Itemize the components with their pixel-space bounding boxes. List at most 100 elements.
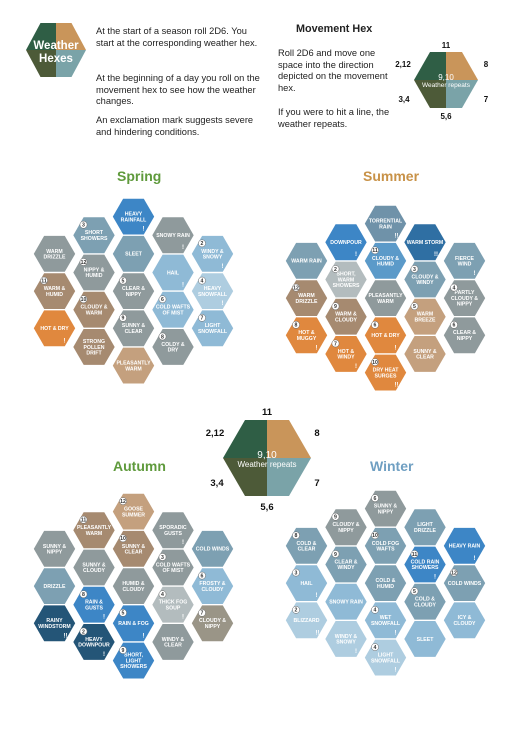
hex-label: RAINY WINDSTORM [38, 618, 70, 630]
hex-autumn-9-shape [112, 568, 155, 604]
hex-winter-11: SNOWY RAIN [325, 583, 367, 620]
hex-winter-9: COLD & HUMID [364, 565, 407, 601]
movement-hex-small-bottom-left [414, 80, 446, 108]
hex-autumn-6: SUNNY & CLOUDY [73, 549, 115, 586]
hex-number-badge [79, 220, 88, 229]
hex-number-badge [198, 571, 206, 580]
hex-autumn-0: GOOSE SUMMER 12 [112, 493, 155, 530]
hex-label: HAIL [300, 581, 313, 587]
hex-severity-mark: ! [355, 252, 357, 258]
hex-number-badge [410, 550, 419, 558]
hex-spring-16: STRONG POLLEN DRIFT [73, 329, 115, 365]
hex-label: SNOWY RAIN [156, 233, 190, 239]
hex-number-badge [158, 590, 167, 599]
hex-label: TORRENTIAL RAIN [369, 219, 403, 231]
hex-spring-3: WARM DRIZZLE [33, 235, 76, 272]
hex-label: WARM DRIZZLE [44, 249, 66, 261]
hex-number: 2 [82, 629, 85, 635]
movement-hex-large-label-bottom: 5,6 [260, 502, 273, 513]
intro-paragraph-day: At the beginning of a day you roll on th… [96, 73, 260, 106]
logo-line2: Hexes [39, 53, 73, 65]
hex-label: LIGHT SNOWFALL [198, 323, 228, 335]
hex-autumn-13-shape [33, 605, 76, 642]
intro-paragraph-start: At the start of a season roll 2D6. You s… [96, 26, 258, 48]
hex-summer-8: WARM DRIZZLE 12 [285, 280, 328, 316]
hex-label: COLD FOG WAFTS [372, 541, 399, 553]
hex-number-badge [371, 643, 379, 651]
hex-number-badge [292, 283, 300, 292]
hex-severity-mark: ! [316, 345, 318, 351]
hex-label: WINDY & SNOWY [335, 634, 358, 646]
hex-label: HOT & WINDY [337, 349, 355, 361]
movement-hex-small-center-number: 9,10 [438, 73, 454, 82]
logo-segment-bottom-left [26, 50, 56, 77]
hex-label: HOT & MUGGY [297, 330, 317, 342]
hex-number: 6 [201, 573, 204, 579]
hex-number: 6 [374, 496, 377, 502]
hex-winter-5-shape [443, 527, 486, 564]
movement-hex-title: Movement Hex [296, 23, 373, 35]
season-title-summer: Summer [363, 168, 420, 184]
hex-label: COLD WAFTS OF MIST [156, 305, 191, 317]
hex-label: WARM DRIZZLE [296, 293, 318, 305]
hex-label: SUNNY & NIPPY [43, 544, 67, 556]
hex-label: SUNNY & CLEAR [122, 323, 146, 335]
hex-spring-10: HEAVY SNOWFALL 4! [191, 273, 234, 309]
hex-label: NIPPY & HUMID [84, 267, 105, 279]
movement-hex-small-label-upper-right: 8 [484, 60, 489, 69]
hex-winter-10: COLD WINDS 12 [443, 565, 486, 601]
hex-autumn-16: HEAVY DOWNPOUR 2! [73, 624, 115, 660]
hex-number: 4 [453, 285, 456, 291]
hex-number: 6 [374, 323, 377, 329]
hex-severity-mark: ! [395, 345, 397, 351]
movement-paragraph-line: If you were to hit a line, the weather r… [278, 107, 390, 129]
hex-label: WARM & HUMID [44, 286, 66, 298]
hex-severity-mark: !! [434, 252, 438, 258]
hex-number: 7 [201, 316, 204, 322]
hex-spring-2: SNOWY RAIN! [152, 217, 194, 254]
hex-winter-13: BLIZZARD 2!! [285, 602, 328, 639]
hex-summer-14: HOT & DRY 6! [364, 317, 407, 354]
hex-label: FROSTY & CLOUDY [199, 581, 225, 593]
hex-autumn-2: SPORADIC GUSTS! [152, 512, 194, 549]
hex-spring-4: SLEET [112, 235, 155, 272]
hex-label: STRONG POLLEN DRIFT [83, 339, 105, 357]
hex-number-badge [119, 497, 127, 505]
hex-winter-15: ICY & CLOUDY [443, 602, 486, 639]
hex-spring-12: COLD WAFTS OF MIST 6 [152, 291, 194, 328]
hex-number: 12 [293, 285, 299, 291]
hex-severity-mark: !! [316, 630, 320, 636]
hex-spring-17: COLDY & DRY 8 [152, 329, 194, 365]
hex-summer-5-shape [443, 242, 486, 279]
hex-winter-2-shape [404, 509, 446, 546]
hex-label: SNOWY RAIN [329, 600, 363, 606]
hex-label: COLD & CLEAR [297, 541, 317, 553]
hex-label: WARM STORM [407, 240, 444, 246]
hex-number: 2 [201, 241, 204, 247]
hex-severity-mark: ! [182, 615, 184, 621]
hex-number-badge [371, 320, 379, 329]
hex-spring-7: HAIL! [152, 254, 194, 291]
hex-winter-9-shape [364, 565, 407, 601]
hex-severity-mark: ! [316, 593, 318, 599]
hex-number: 4 [374, 645, 377, 651]
hex-label: SHORT, LIGHT SHOWERS [120, 653, 147, 671]
hex-number-badge [79, 627, 88, 636]
hex-label: SLEET [125, 252, 143, 258]
hex-spring-5: WINDY & SNOWY 2! [191, 235, 234, 272]
hex-summer-12: WARM BREEZE 5 [404, 298, 446, 335]
hex-label: COLD RAIN SHOWERS [411, 559, 440, 571]
hex-severity-mark: ! [474, 271, 476, 277]
hex-autumn-8: DRIZZLE [33, 568, 76, 604]
hex-number: 12 [120, 499, 126, 505]
movement-hex-small: 9,10 Weather repeats 11 8 7 5,6 3,4 2,12 [395, 41, 489, 121]
hex-number: 3 [413, 267, 416, 273]
logo-segment-top-left [26, 23, 56, 50]
